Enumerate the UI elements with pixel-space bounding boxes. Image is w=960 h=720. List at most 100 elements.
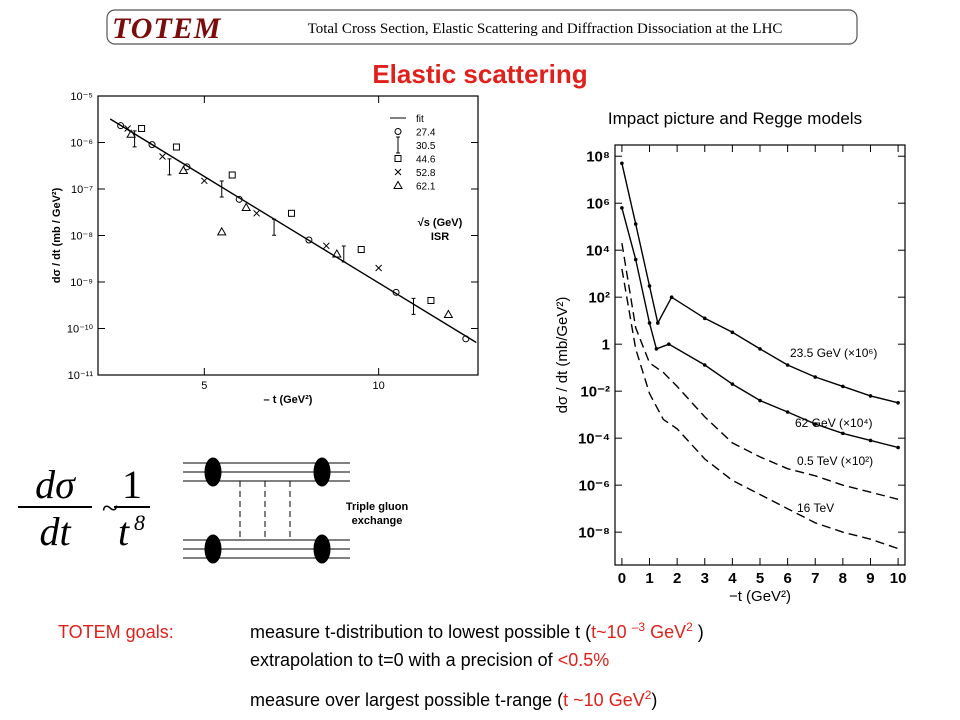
y-tick-label: 1 [602, 336, 610, 353]
data-point [868, 438, 873, 443]
formula-rhs-numerator: 1 [122, 462, 142, 507]
goal-highlight: t~10 [591, 622, 632, 642]
y-tick-label: 10⁻⁶ [578, 477, 610, 494]
formula-numerator: dσ [35, 462, 76, 507]
legend-swatch [394, 128, 402, 135]
data-point [148, 141, 156, 149]
data-point [172, 143, 180, 151]
y-tick-label: 10⁻⁷ [71, 184, 93, 196]
data-point [633, 257, 638, 262]
data-point [868, 394, 873, 398]
data-point [647, 321, 652, 325]
chart-title: Impact picture and Regge models [608, 109, 862, 128]
formula: dσ dt ~ 1 t 8 [18, 462, 150, 554]
curve-label: 62 GeV (×10⁴) [795, 416, 873, 430]
goal-line: measure t-distribution to lowest possibl… [250, 620, 704, 642]
y-tick-label: 10⁸ [586, 148, 610, 165]
data-point [138, 125, 146, 133]
data-point [272, 218, 277, 236]
series-line [621, 207, 899, 449]
goal-sup: 2 [686, 620, 693, 634]
x-tick-label: 10 [373, 380, 385, 392]
data-point [331, 248, 342, 258]
x-tick-label: 2 [673, 570, 681, 587]
legend-swatch [393, 180, 403, 189]
series-line [621, 242, 899, 500]
data-point [702, 316, 707, 321]
gluon-diagram [183, 457, 350, 564]
series-line [109, 118, 477, 344]
x-tick-label: 5 [756, 570, 764, 587]
data-point [841, 384, 845, 389]
data-point [633, 222, 638, 226]
x-tick-label: 5 [201, 380, 207, 392]
data-point [758, 398, 762, 403]
data-point [341, 245, 346, 263]
x-tick-label: 10 [890, 570, 907, 587]
goal-highlight: t ~10 GeV [563, 690, 645, 710]
data-point [730, 330, 735, 335]
data-point [375, 264, 382, 272]
curve-label: 23.5 GeV (×10⁶) [790, 346, 877, 360]
data-point [443, 309, 454, 319]
data-point [392, 288, 400, 296]
x-axis-label: – t (GeV²) [264, 394, 313, 406]
data-point [322, 242, 330, 250]
x-tick-label: 6 [783, 570, 791, 587]
y-tick-label: 10² [588, 289, 610, 306]
goal-text: ) [651, 690, 657, 710]
header-box [106, 9, 858, 45]
legend-swatch [394, 155, 402, 162]
goal-text: measure t-distribution to lowest possibl… [250, 622, 591, 642]
x-tick-label: 0 [618, 570, 626, 587]
series-line [621, 163, 899, 404]
y-axis-label: dσ / dt (mb/GeV²) [554, 297, 571, 414]
goal-sup: –3 [632, 620, 646, 634]
series-line [621, 268, 899, 550]
blob [313, 534, 331, 564]
goal-highlight: <0.5% [558, 650, 610, 670]
y-tick-label: 10⁻⁸ [70, 230, 93, 242]
y-axis-label: dσ / dt (mb / GeV²) [51, 187, 63, 283]
y-tick-label: 10⁻⁹ [70, 277, 93, 289]
data-point [669, 295, 674, 299]
data-point [654, 347, 659, 351]
goals-label: TOTEM goals: [58, 622, 174, 642]
data-point [647, 284, 652, 288]
legend-label: 62.1 [416, 182, 436, 193]
data-point [841, 431, 845, 436]
x-axis-label: −t (GeV²) [729, 588, 791, 605]
y-tick-label: 10⁻² [580, 383, 610, 400]
goal-text: measure over largest possible t-range ( [250, 690, 563, 710]
data-point [200, 177, 208, 185]
slide-title: Elastic scattering [372, 59, 587, 89]
legend-label: fit [416, 114, 424, 125]
logo: TOTEM [112, 12, 222, 45]
blob [313, 457, 331, 487]
data-point [167, 158, 172, 176]
curve-label: 0.5 TeV (×10²) [797, 454, 873, 468]
data-point [219, 180, 224, 198]
y-tick-label: 10⁻¹¹ [68, 370, 94, 382]
x-tick-label: 3 [701, 570, 709, 587]
data-point [620, 161, 624, 166]
legend-label: 30.5 [416, 141, 436, 152]
x-tick-label: 8 [839, 570, 847, 587]
data-point [411, 297, 416, 315]
data-point [117, 122, 125, 130]
data-point [702, 363, 707, 367]
data-point [813, 422, 818, 426]
y-tick-label: 10⁻⁸ [578, 524, 610, 541]
formula-rhs-base: t [118, 509, 130, 554]
data-point [758, 347, 762, 351]
data-point [896, 445, 900, 450]
data-point [228, 171, 236, 179]
goal-text: ) [693, 622, 704, 642]
data-point [241, 202, 252, 212]
chart: Impact picture and Regge models 10⁸ 10⁶ 10⁴… [554, 109, 906, 605]
diagram-label: exchange [352, 515, 403, 527]
y-tick-label: 10⁶ [586, 195, 610, 212]
data-point [656, 321, 660, 325]
data-point [785, 363, 790, 367]
